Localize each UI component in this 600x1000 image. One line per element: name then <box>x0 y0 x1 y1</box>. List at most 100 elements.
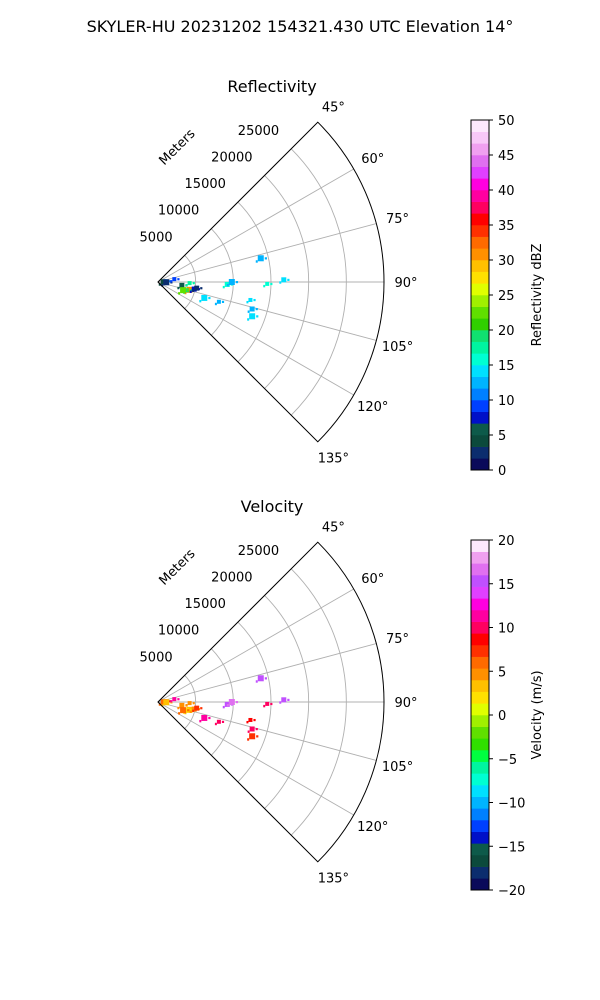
radar-echo-speck <box>226 284 229 287</box>
radar-echo <box>248 717 253 722</box>
range-tick-label: 10000 <box>158 204 199 219</box>
colorbar-segment <box>471 703 489 716</box>
colorbar-segment <box>471 166 489 179</box>
radar-echo-speck <box>287 278 290 282</box>
azimuth-tick-label: 45° <box>322 521 345 536</box>
colorbar-tick-label: 10 <box>498 622 515 637</box>
colorbar-segment <box>471 750 489 762</box>
radar-echo-speck <box>192 289 195 293</box>
azimuth-tick-label: 120° <box>357 820 388 835</box>
colorbar-segment <box>471 271 489 284</box>
radar-echo <box>186 706 193 713</box>
radar-echo-speck <box>256 735 259 738</box>
colorbar-tick-label: 40 <box>498 184 515 199</box>
colorbar-segment <box>471 866 489 879</box>
radar-echo <box>265 701 270 706</box>
azimuth-tick-label: 60° <box>361 572 384 587</box>
radar-echo <box>228 279 235 285</box>
colorbar-segment <box>471 225 489 237</box>
azimuth-tick-label: 75° <box>386 632 409 647</box>
colorbar-segment <box>471 190 489 202</box>
polar-grid <box>157 541 384 863</box>
radar-echo-speck <box>264 677 267 680</box>
colorbar-segment <box>471 843 489 856</box>
radar-echo-speck <box>189 710 192 713</box>
range-tick-label: 20000 <box>211 150 252 165</box>
radar-echo-speck <box>161 284 164 287</box>
radar-echo-speck <box>192 282 195 285</box>
radar-echo-speck <box>255 680 258 683</box>
radar-echo-speck <box>279 701 282 704</box>
radar-echo <box>265 281 270 286</box>
colorbar-segment <box>471 761 489 774</box>
radar-echo <box>179 702 185 708</box>
colorbar-segment <box>471 306 489 319</box>
colorbar-tick-label: 15 <box>498 578 515 593</box>
range-tick-label: 10000 <box>158 624 199 639</box>
radar-echo-speck <box>214 302 217 306</box>
colorbar-segment <box>471 143 489 156</box>
azimuth-gridline <box>157 588 354 703</box>
radar-echo-speck <box>199 299 202 303</box>
colorbar-segment <box>471 295 489 307</box>
colorbar-label: Reflectivity dBZ <box>530 244 545 347</box>
colorbar-segment <box>471 423 489 436</box>
radar-echo-speck <box>178 712 181 715</box>
radar-echo <box>228 699 235 705</box>
range-axis-label: Meters <box>157 546 199 588</box>
azimuth-tick-label: 90° <box>394 276 417 291</box>
colorbar-tick-label: 15 <box>498 359 515 374</box>
azimuth-tick-label: 105° <box>382 760 413 775</box>
colorbar-segment <box>471 388 489 401</box>
colorbar-segment <box>471 458 489 471</box>
colorbar-segment <box>471 248 489 261</box>
colorbar-segment <box>471 318 489 331</box>
radar-echo <box>187 701 192 706</box>
range-tick-label: 25000 <box>238 544 279 559</box>
radar-echo <box>257 255 264 262</box>
radar-echo <box>216 299 221 304</box>
colorbar-segment <box>471 855 489 867</box>
colorbar-tick-label: 0 <box>498 709 506 724</box>
radar-echo <box>257 675 264 682</box>
colorbar-segment <box>471 260 489 272</box>
colorbar-segment <box>471 435 489 447</box>
reflectivity-panel: Reflectivity45°60°75°90°105°120°135°5000… <box>140 77 545 479</box>
colorbar-segment <box>471 796 489 809</box>
colorbar: −20 −15 −10 −5 0 5 10 15 20 Velocity (m/s) <box>470 534 545 899</box>
radar-echo-speck <box>200 707 203 710</box>
radar-echo-speck <box>270 282 273 286</box>
colorbar-tick-label: 45 <box>498 149 515 164</box>
radar-echo-speck <box>158 703 161 706</box>
colorbar-segment <box>471 726 489 739</box>
colorbar-segment <box>471 400 489 412</box>
range-tick-label: 5000 <box>140 230 173 245</box>
colorbar-tick-label: 50 <box>498 114 515 129</box>
colorbar-segment <box>471 540 489 552</box>
radar-echo-speck <box>178 292 181 295</box>
radar-echo-speck <box>177 706 180 710</box>
radar-echo-speck <box>263 284 266 288</box>
colorbar-segment <box>471 645 489 657</box>
colorbar-segment <box>471 376 489 389</box>
radar-echo <box>180 287 187 294</box>
azimuth-gridline <box>157 281 377 341</box>
radar-echo-speck <box>246 300 249 304</box>
colorbar-segment <box>471 633 489 646</box>
radar-echo-speck <box>177 698 180 701</box>
range-tick-label: 15000 <box>185 597 226 612</box>
colorbar-tick-label: −15 <box>498 840 525 855</box>
radar-echo <box>163 699 170 706</box>
radar-echo-speck <box>189 289 193 292</box>
colorbar-segment <box>471 155 489 167</box>
panel-title: Reflectivity <box>227 77 316 96</box>
radar-echo-speck <box>247 738 250 741</box>
radar-echo-speck <box>253 298 256 302</box>
colorbar-segment <box>471 773 489 786</box>
colorbar-segment <box>471 411 489 424</box>
radar-echo-speck <box>247 318 250 321</box>
radar-echo <box>184 708 189 713</box>
radar-echo-speck <box>192 709 195 713</box>
colorbar-tick-label: −20 <box>498 884 525 899</box>
